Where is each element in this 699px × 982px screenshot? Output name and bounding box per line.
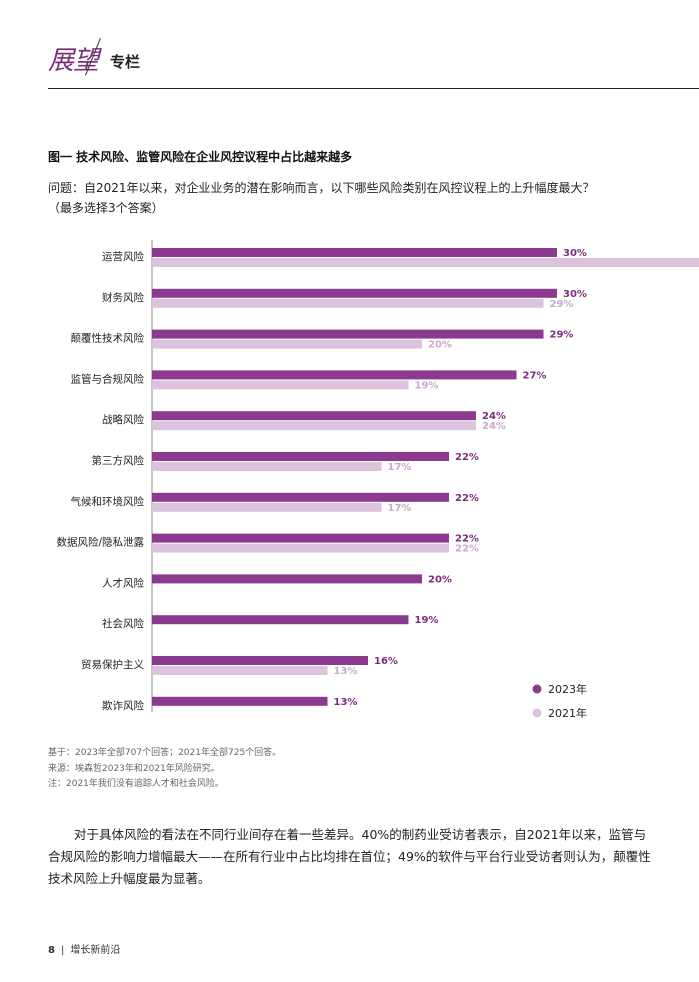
bar-2023 (152, 288, 557, 298)
bar-2021 (152, 339, 422, 349)
category-label: 社会风险 (102, 617, 144, 630)
notes-note: 注：2021年我们没有追踪人才和社会风险。 (48, 779, 224, 789)
bar-2023 (152, 696, 328, 706)
value-label-2023: 27% (523, 370, 547, 381)
notes-base: 基于：2023年全部707个回答；2021年全部725个回答。 (48, 748, 282, 758)
category-label: 监管与合规风险 (71, 372, 145, 385)
value-label-2023: 13% (334, 697, 358, 708)
category-label: 颠覆性技术风险 (71, 332, 145, 345)
bar-2023 (152, 615, 409, 625)
brand-logo: 展望 (48, 46, 99, 76)
value-label-2021: 17% (388, 503, 412, 514)
category-label: 运营风险 (102, 250, 144, 263)
figure-title: 图一 技术风险、监管风险在企业风控议程中占比越来越多 (48, 150, 353, 164)
value-label-2021: 19% (415, 380, 439, 391)
bar-2023 (152, 411, 476, 421)
question-line-2: （最多选择3个答案） (48, 201, 164, 215)
category-label: 人才风险 (102, 576, 144, 589)
bar-2021 (152, 258, 699, 267)
bar-2023 (152, 574, 422, 584)
value-label-2023: 30% (563, 289, 587, 300)
bar-2023 (152, 370, 517, 380)
bar-2021 (152, 421, 476, 431)
bar-2021 (152, 298, 544, 308)
value-label-2023: 19% (415, 615, 439, 626)
bar-2023 (152, 329, 544, 339)
value-label-2023: 22% (455, 452, 479, 463)
value-label-2021: 20% (428, 340, 452, 351)
value-label-2023: 29% (550, 330, 574, 341)
value-label-2021: 22% (455, 544, 479, 555)
bar-2021 (152, 380, 409, 390)
body-paragraph: 对于具体风险的看法在不同行业间存在着一些差异。40%的制药业受访者表示，自202… (48, 827, 651, 886)
value-label-2023: 22% (455, 493, 479, 504)
legend-label: 2021年 (548, 706, 587, 718)
category-label: 数据风险/隐私泄露 (56, 536, 144, 549)
value-label-2023: 24% (482, 411, 506, 422)
value-label-2021: 29% (550, 299, 574, 310)
category-label: 贸易保护主义 (81, 658, 144, 671)
legend-swatch (532, 684, 542, 694)
category-label: 战略风险 (102, 413, 144, 426)
notes-source: 来源：埃森哲2023年和2021年风险研究。 (48, 763, 220, 774)
risk-bar-chart: 运营风险30%46%财务风险30%29%颠覆性技术风险29%20%监管与合规风险… (56, 240, 699, 718)
category-label: 气候和环境风险 (71, 495, 145, 508)
header-rule (48, 88, 699, 89)
bar-2021 (152, 666, 328, 675)
page-footer: 8 | 增长新前沿 (48, 941, 120, 956)
footer-separator: | (60, 945, 65, 956)
value-label-2021: 24% (482, 421, 506, 432)
publication-name: 增长新前沿 (70, 945, 121, 956)
category-label: 财务风险 (102, 291, 144, 304)
page-number: 8 (48, 945, 55, 956)
question-line-1: 问题：自2021年以来，对企业业务的潜在影响而言，以下哪些风险类别在风控议程上的… (48, 181, 595, 195)
bar-2023 (152, 248, 557, 257)
survey-question: 问题：自2021年以来，对企业业务的潜在影响而言，以下哪些风险类别在风控议程上的… (48, 178, 658, 218)
legend-swatch (532, 708, 542, 718)
value-label-2023: 22% (455, 534, 479, 545)
bar-2021 (152, 502, 382, 512)
figure-notes: 基于：2023年全部707个回答；2021年全部725个回答。 来源：埃森哲20… (48, 746, 281, 793)
bar-2023 (152, 656, 368, 665)
bar-2023 (152, 492, 449, 502)
value-label-2023: 30% (563, 248, 587, 259)
section-title: 专栏 (110, 53, 141, 71)
category-label: 欺诈风险 (102, 699, 144, 712)
legend-label: 2023年 (548, 682, 587, 696)
category-label: 第三方风险 (92, 454, 145, 467)
bar-2021 (152, 462, 382, 471)
bar-2023 (152, 533, 449, 543)
bar-2021 (152, 543, 449, 553)
value-label-2023: 20% (428, 574, 452, 585)
value-label-2023: 16% (374, 656, 398, 667)
value-label-2021: 13% (334, 666, 358, 677)
value-label-2021: 17% (388, 462, 412, 473)
bar-2023 (152, 452, 449, 461)
